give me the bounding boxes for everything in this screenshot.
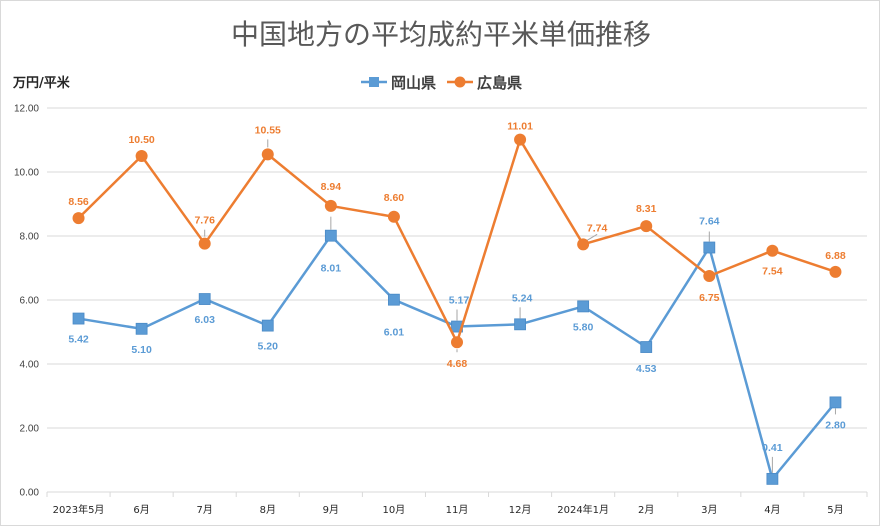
data-point-okayama [640,341,653,353]
data-point-hiroshima [766,244,779,257]
y-tick-label: 8.00 [20,232,40,243]
data-point-hiroshima [261,148,274,161]
x-tick-label: 7月 [197,504,213,516]
y-tick-label: 10.00 [14,168,39,179]
data-label-hiroshima: 11.01 [507,121,533,133]
data-point-okayama [261,319,274,332]
x-tick-label: 2024年1月 [557,503,609,516]
x-tick-label: 2月 [638,504,654,516]
y-tick-label: 4.00 [20,360,40,371]
data-label-okayama: 8.01 [321,263,342,275]
data-label-hiroshima: 6.88 [825,250,846,262]
data-point-okayama [198,293,211,305]
data-label-hiroshima: 6.75 [699,292,720,304]
data-label-hiroshima: 7.54 [762,266,783,278]
legend-marker-hiroshima [454,76,466,88]
data-label-okayama: 2.80 [825,419,846,431]
data-label-okayama: 5.17 [449,295,470,307]
y-tick-label: 12.00 [14,104,39,115]
y-tick-label: 0.00 [20,488,40,499]
data-label-okayama: 5.42 [68,334,89,346]
data-label-okayama: 6.03 [194,314,215,326]
data-label-okayama: 5.20 [258,341,279,353]
x-tick-label: 11月 [446,504,469,516]
data-point-okayama [829,396,842,409]
legend: 岡山県 広島県 [361,74,522,92]
data-point-hiroshima [324,199,337,212]
data-label-hiroshima: 8.94 [321,181,342,193]
legend-item-hiroshima: 広島県 [447,74,522,92]
data-point-okayama [324,229,337,242]
chart-title: 中国地方の平均成約平米単価推移 [231,18,651,51]
y-tick-label: 6.00 [20,296,40,307]
data-point-hiroshima [198,237,211,250]
data-label-hiroshima: 10.55 [255,124,281,136]
x-tick-label: 8月 [260,504,276,516]
data-label-okayama: 5.80 [573,321,594,333]
data-point-hiroshima [703,270,716,282]
x-tick-label: 3月 [701,504,717,516]
legend-item-okayama: 岡山県 [361,74,436,92]
data-label-hiroshima: 8.60 [384,192,405,204]
leader-line [586,233,598,241]
x-tick-label: 2023年5月 [53,503,105,516]
data-point-okayama [577,300,590,313]
data-point-hiroshima [577,238,590,251]
data-point-hiroshima [640,220,653,233]
y-tick-label: 2.00 [20,424,40,435]
data-label-okayama: 0.41 [762,442,783,454]
legend-label-hiroshima: 広島県 [477,74,522,92]
data-label-hiroshima: 8.56 [68,196,89,208]
data-point-hiroshima [387,210,400,223]
data-label-okayama: 7.64 [699,216,720,228]
x-tick-label: 9月 [323,504,339,516]
y-axis-unit-label: 万円/平米 [12,75,71,91]
data-point-okayama [703,241,716,254]
data-point-okayama [766,472,779,485]
x-tick-label: 12月 [509,504,532,516]
data-point-hiroshima [135,150,148,162]
x-tick-label: 5月 [827,504,843,516]
legend-marker-okayama [369,77,379,87]
data-label-hiroshima: 7.74 [587,222,608,234]
data-point-okayama [135,322,148,335]
plot-area: 0.00 2.00 4.00 6.00 8.00 10.00 12.00 2023年5月 6月 7… [14,104,868,516]
x-tick-label: 4月 [764,504,780,516]
data-label-hiroshima: 8.31 [636,203,657,215]
x-tick-label: 6月 [133,504,149,516]
x-tick-label: 10月 [383,504,406,516]
data-point-hiroshima [829,265,842,278]
data-point-hiroshima [514,133,527,146]
data-point-okayama [72,312,85,325]
data-point-okayama [388,293,400,306]
data-label-okayama: 6.01 [384,327,405,339]
data-label-okayama: 5.10 [131,344,152,356]
data-label-okayama: 4.53 [636,363,657,375]
data-label-hiroshima: 10.50 [128,134,154,146]
data-label-hiroshima: 7.76 [194,215,215,227]
data-point-okayama [514,318,526,331]
data-point-hiroshima [72,212,85,225]
data-label-hiroshima: 4.68 [447,358,468,370]
data-label-okayama: 5.24 [512,292,533,304]
data-point-hiroshima [451,336,463,349]
legend-label-okayama: 岡山県 [391,74,436,92]
